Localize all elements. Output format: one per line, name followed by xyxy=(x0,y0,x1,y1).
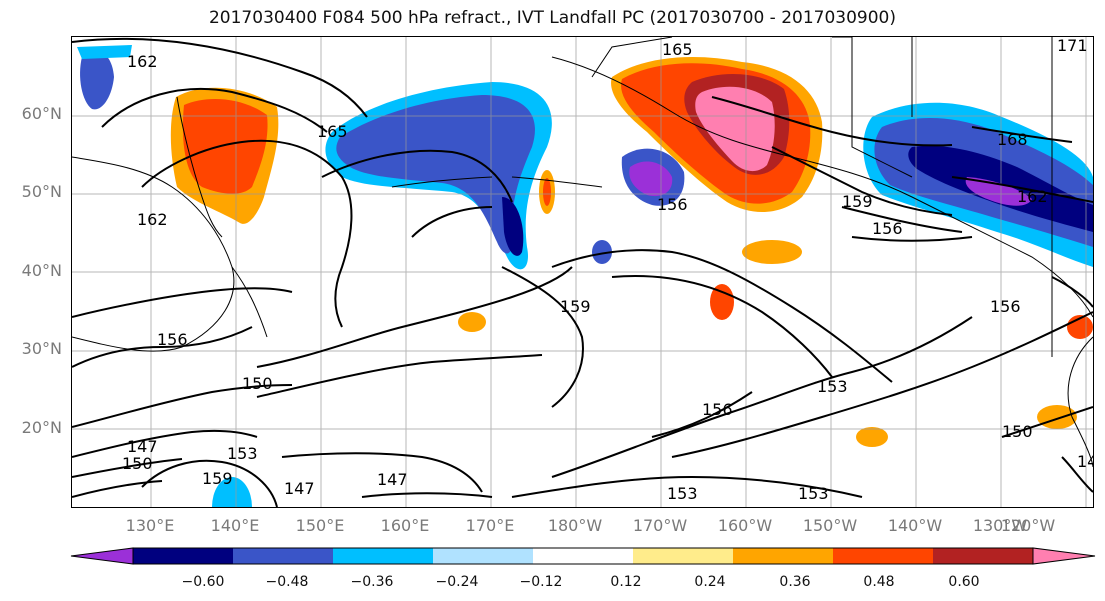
contour-label: 147 xyxy=(377,470,408,489)
colorbar-tick: 0.24 xyxy=(694,574,726,590)
contour-label: 156 xyxy=(872,219,903,238)
colorbar-segment xyxy=(733,548,834,564)
contour-label: 162 xyxy=(1017,187,1048,206)
contour-label: 150 xyxy=(242,374,273,393)
colorbar-segment xyxy=(433,548,534,564)
graticule xyxy=(72,37,1093,507)
colorbar-tick: 0.48 xyxy=(863,574,895,590)
colorbar-segment xyxy=(633,548,734,564)
colorbar-extend-low xyxy=(70,547,134,565)
colorbar-tick: 0.60 xyxy=(948,574,980,590)
colorbar-segment xyxy=(933,548,1034,564)
lon-label: 160°W xyxy=(717,516,773,535)
colorbar-segments xyxy=(70,547,1096,565)
lon-label: 140°W xyxy=(887,516,943,535)
contour-label: 156 xyxy=(157,330,188,349)
map-title: 2017030400 F084 500 hPa refract., IVT La… xyxy=(208,8,896,28)
lon-label: 120°W xyxy=(1000,516,1056,535)
contour-label: 147 xyxy=(127,437,158,456)
colorbar-segment xyxy=(833,548,934,564)
colorbar-segment xyxy=(233,548,334,564)
refractivity-shading xyxy=(77,45,1093,507)
contour-label: 168 xyxy=(997,130,1028,149)
contour-label: 150 xyxy=(122,454,153,473)
lat-label-20n: 20°N xyxy=(21,418,62,437)
lon-label: 140°E xyxy=(210,516,260,535)
lat-label-40n: 40°N xyxy=(21,261,62,280)
colorbar-border xyxy=(132,547,1034,565)
map-panel: 162 165 162 156 150 147 150 153 159 147 … xyxy=(71,36,1094,508)
lon-label: 160°E xyxy=(380,516,430,535)
colorbar-tick: 0.36 xyxy=(779,574,811,590)
lat-label-50n: 50°N xyxy=(21,182,62,201)
lon-label: 150°W xyxy=(802,516,858,535)
map-canvas: 162 165 162 156 150 147 150 153 159 147 … xyxy=(72,37,1093,507)
contour-label: 153 xyxy=(667,484,698,503)
contour-label: 165 xyxy=(317,122,348,141)
contour-label: 153 xyxy=(817,377,848,396)
colorbar-tick: 0.12 xyxy=(610,574,642,590)
lon-label: 170°W xyxy=(632,516,688,535)
colorbar-tick: −0.60 xyxy=(181,574,225,590)
colorbar-tick: −0.48 xyxy=(265,574,309,590)
contour-label: 159 xyxy=(202,469,233,488)
colorbar xyxy=(70,547,1096,565)
contour-label: 162 xyxy=(127,52,158,71)
contour-label: 159 xyxy=(842,192,873,211)
lon-label: 150°E xyxy=(295,516,345,535)
colorbar-extend-high xyxy=(1032,547,1096,565)
colorbar-segment xyxy=(533,548,634,564)
contour-label: 171 xyxy=(1057,37,1088,55)
contour-label: 156 xyxy=(702,400,733,419)
colorbar-tick: −0.24 xyxy=(435,574,479,590)
contour-label: 165 xyxy=(662,40,693,59)
colorbar-segment xyxy=(133,548,234,564)
contour-label: 153 xyxy=(798,484,829,503)
contour-label: 153 xyxy=(227,444,258,463)
coastlines xyxy=(72,37,1093,468)
lat-label-60n: 60°N xyxy=(21,104,62,123)
contour-label: 162 xyxy=(137,210,168,229)
contour-label: 150 xyxy=(1002,422,1033,441)
colorbar-tick: −0.36 xyxy=(350,574,394,590)
contour-label: 159 xyxy=(560,297,591,316)
colorbar-segment xyxy=(333,548,434,564)
lon-label: 180°W xyxy=(547,516,603,535)
lon-label: 130°W xyxy=(972,516,1028,535)
lon-label: 130°E xyxy=(125,516,175,535)
colorbar-tick: −0.12 xyxy=(519,574,563,590)
lon-label: 170°E xyxy=(465,516,515,535)
contour-label: 156 xyxy=(990,297,1021,316)
contour-label: 156 xyxy=(657,195,688,214)
height-contours xyxy=(72,37,1093,507)
lat-label-30n: 30°N xyxy=(21,339,62,358)
contour-label: 147 xyxy=(1077,452,1093,471)
contour-label: 147 xyxy=(284,479,315,498)
contour-labels: 162 165 162 156 150 147 150 153 159 147 … xyxy=(122,37,1093,503)
